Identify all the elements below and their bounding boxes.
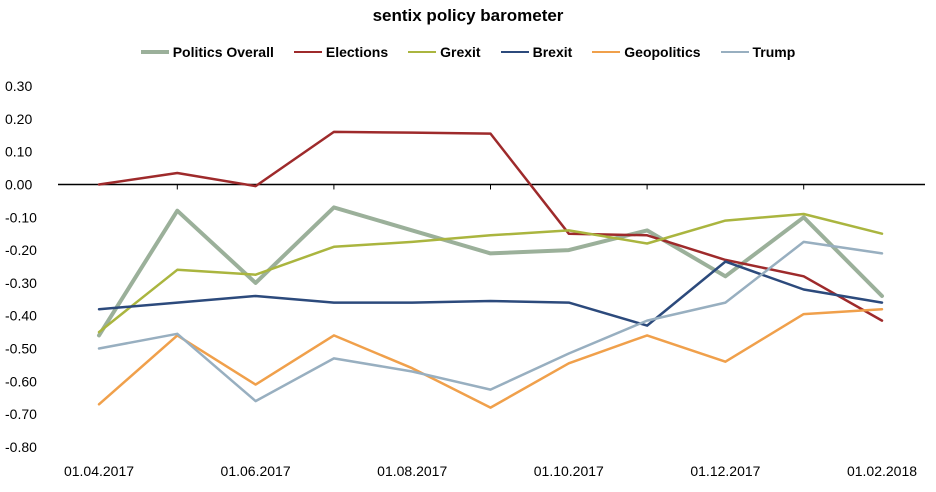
y-tick-label: 0.20 <box>5 111 32 127</box>
x-tick-label: 01.08.2017 <box>377 463 447 479</box>
y-tick-label: 0.30 <box>5 78 32 94</box>
x-tick-label: 01.12.2017 <box>690 463 760 479</box>
y-tick-label: -0.30 <box>5 275 37 291</box>
legend-item: Brexit <box>500 44 573 60</box>
x-tick-label: 01.06.2017 <box>221 463 291 479</box>
legend-item: Elections <box>293 44 389 60</box>
series-line-geopolitics <box>97 307 884 409</box>
legend-item: Politics Overall <box>140 44 274 60</box>
y-tick-label: 0.10 <box>5 144 32 160</box>
legend-label: Brexit <box>532 44 573 60</box>
legend-swatch <box>720 51 749 53</box>
y-tick-label: -0.60 <box>5 373 37 389</box>
legend-label: Grexit <box>440 44 481 60</box>
series-line-brexit <box>97 260 884 327</box>
legend-label: Elections <box>325 44 389 60</box>
legend-swatch <box>592 51 621 53</box>
legend: Politics Overall Elections Grexit Brexit Geo… <box>0 44 936 60</box>
y-tick-label: -0.50 <box>5 341 37 357</box>
y-tick-label: -0.70 <box>5 406 37 422</box>
legend-swatch <box>408 51 437 53</box>
legend-item: Trump <box>720 44 796 60</box>
y-tick-label: -0.20 <box>5 242 37 258</box>
x-tick-label: 01.02.2018 <box>847 463 917 479</box>
series-line-politics-overall <box>97 205 884 338</box>
series-line-grexit <box>97 212 884 334</box>
series-line-trump <box>97 240 884 403</box>
legend-swatch <box>500 51 529 53</box>
chart-title: sentix policy barometer <box>372 6 564 25</box>
legend-item: Grexit <box>408 44 481 60</box>
y-tick-label: -0.10 <box>5 209 37 225</box>
y-tick-label: 0.00 <box>5 176 32 192</box>
series-line-elections <box>97 130 884 322</box>
legend-label: Politics Overall <box>172 44 274 60</box>
y-tick-label: -0.40 <box>5 308 37 324</box>
legend-swatch <box>293 51 322 53</box>
legend-label: Trump <box>752 44 796 60</box>
legend-swatch <box>140 50 169 54</box>
x-tick-label: 01.10.2017 <box>534 463 604 479</box>
legend-item: Geopolitics <box>592 44 701 60</box>
x-tick-label: 01.04.2017 <box>64 463 134 479</box>
y-tick-label: -0.80 <box>5 439 37 455</box>
legend-label: Geopolitics <box>624 44 701 60</box>
